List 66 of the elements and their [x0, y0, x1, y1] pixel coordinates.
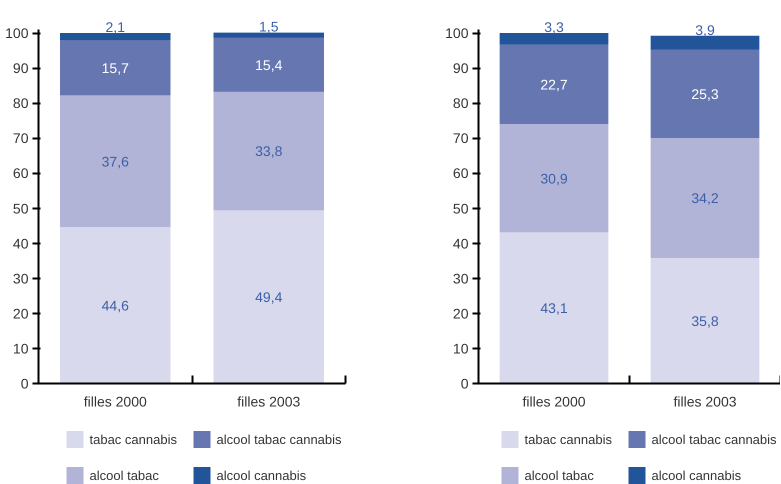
data-label: 3,3 — [544, 19, 564, 36]
legend-label: alcool tabac cannabis — [216, 432, 342, 447]
y-tick-label: 70 — [452, 130, 469, 146]
bar — [60, 95, 171, 228]
y-tick-label: 0 — [460, 376, 469, 392]
legend-label: alcool tabac — [90, 468, 160, 483]
legend-label: alcool tabac cannabis — [652, 432, 778, 447]
bar — [213, 38, 324, 92]
bar — [650, 258, 760, 384]
data-label: 1,5 — [259, 18, 279, 35]
y-tick-label: 50 — [452, 200, 469, 216]
legend-label: tabac cannabis — [90, 432, 178, 447]
x-tick-label: filles 2003 — [237, 394, 300, 410]
y-tick-label: 100 — [5, 25, 29, 42]
bar — [500, 44, 608, 124]
y-tick-label: 70 — [12, 130, 29, 146]
y-tick-label: 100 — [445, 25, 469, 42]
y-tick-label: 10 — [452, 340, 469, 356]
bar — [650, 49, 760, 138]
data-label: 49,4 — [255, 288, 283, 305]
data-label: 22,7 — [540, 76, 568, 92]
x-tick-label: filles 2003 — [673, 394, 737, 410]
y-tick-label: 20 — [452, 305, 469, 322]
data-label: 35,8 — [691, 312, 719, 329]
data-label: 30,9 — [540, 170, 568, 186]
data-label: 44,6 — [102, 297, 130, 314]
y-tick-label: 80 — [452, 95, 469, 112]
y-tick-label: 30 — [452, 270, 469, 286]
legend-label: alcool cannabis — [216, 468, 307, 483]
data-label: 2,1 — [106, 19, 126, 36]
y-tick-label: 30 — [12, 270, 29, 286]
y-tick-label: 40 — [452, 235, 469, 252]
data-label: 34,2 — [691, 190, 719, 206]
data-label: 37,6 — [102, 153, 130, 170]
bar — [650, 138, 760, 258]
x-tick-label: filles 2000 — [522, 394, 586, 410]
bar — [213, 32, 324, 38]
bar — [60, 227, 171, 384]
data-label: 25,3 — [691, 86, 719, 102]
y-tick-label: 60 — [12, 165, 29, 182]
bar — [650, 36, 760, 50]
data-label: 15,7 — [102, 60, 130, 76]
y-tick-label: 10 — [12, 340, 29, 356]
bar — [60, 40, 171, 96]
legend-label: tabac cannabis — [524, 432, 612, 447]
x-tick-label: filles 2000 — [84, 394, 147, 410]
y-tick-label: 40 — [12, 235, 29, 252]
legend-label: alcool tabac — [524, 468, 594, 483]
y-tick-label: 50 — [12, 200, 29, 216]
legend-label: alcool cannabis — [652, 468, 742, 483]
bar — [500, 33, 608, 45]
y-tick-label: 80 — [12, 95, 29, 112]
y-tick-label: 90 — [452, 60, 469, 76]
bar — [500, 124, 608, 232]
bar — [500, 232, 608, 384]
y-tick-label: 20 — [12, 305, 29, 322]
y-tick-label: 90 — [12, 60, 29, 76]
bar — [213, 92, 324, 210]
y-tick-label: 60 — [452, 165, 469, 182]
bar — [60, 33, 171, 40]
bar — [213, 210, 324, 384]
data-label: 43,1 — [540, 300, 568, 316]
data-label: 3,9 — [695, 22, 715, 38]
data-label: 15,4 — [255, 56, 283, 73]
y-tick-label: 0 — [20, 376, 29, 392]
data-label: 33,8 — [255, 143, 283, 160]
